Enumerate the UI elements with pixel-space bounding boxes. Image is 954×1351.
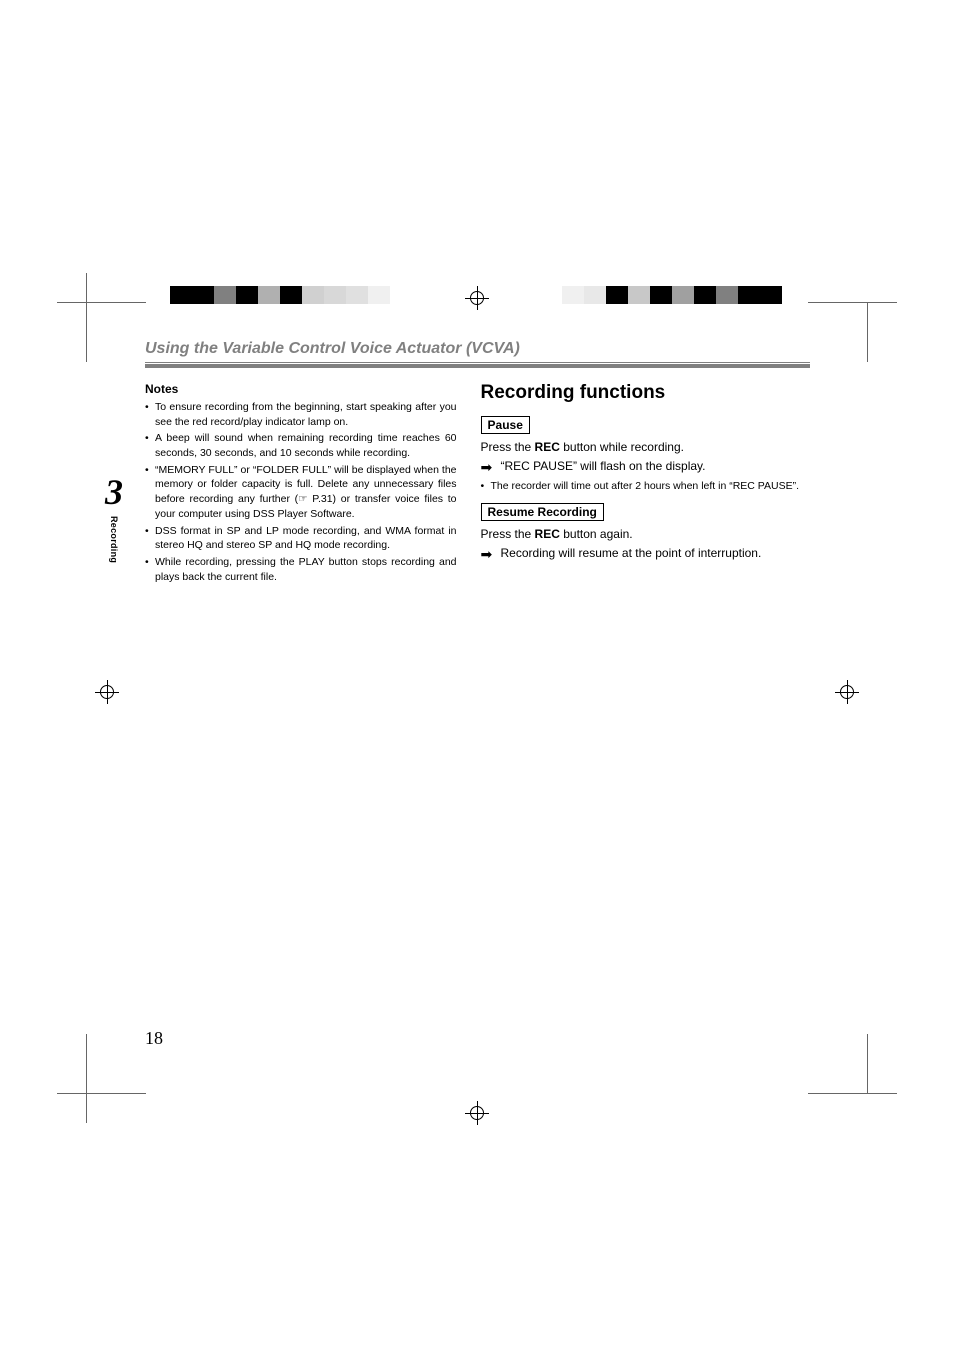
right-column: Recording functions Pause Press the REC … <box>481 382 810 586</box>
color-swatch <box>346 286 368 304</box>
text: Press the <box>481 527 535 541</box>
note-item: “MEMORY FULL” or “FOLDER FULL” will be d… <box>145 463 457 522</box>
color-swatch <box>302 286 324 304</box>
crop-mark-icon <box>808 1034 868 1094</box>
color-swatch <box>628 286 650 304</box>
text: button while recording. <box>560 440 684 454</box>
pause-note: The recorder will time out after 2 hours… <box>481 479 810 494</box>
note-item: A beep will sound when remaining recordi… <box>145 431 457 460</box>
registration-mark-icon <box>835 680 859 704</box>
registration-mark-icon <box>465 1101 489 1125</box>
color-swatch <box>694 286 716 304</box>
chapter-label: Recording <box>109 516 119 563</box>
pause-instruction: Press the REC button while recording. <box>481 440 810 454</box>
color-bar-right <box>540 286 782 304</box>
text: Press the <box>481 440 535 454</box>
page-number: 18 <box>145 1028 163 1049</box>
recording-functions-heading: Recording functions <box>481 382 810 404</box>
chapter-tab: 3 Recording <box>97 474 131 563</box>
color-swatch <box>368 286 390 304</box>
color-swatch <box>280 286 302 304</box>
color-swatch <box>562 286 584 304</box>
note-item: To ensure recording from the beginning, … <box>145 400 457 429</box>
note-item: While recording, pressing the PLAY butto… <box>145 555 457 584</box>
color-swatch <box>390 286 412 304</box>
registration-mark-icon <box>95 680 119 704</box>
left-column: Notes To ensure recording from the begin… <box>145 382 457 586</box>
chapter-number: 3 <box>97 474 131 510</box>
color-swatch <box>324 286 346 304</box>
color-swatch <box>540 286 562 304</box>
title-rule <box>145 364 810 368</box>
crop-mark-icon <box>808 302 868 362</box>
text: button again. <box>560 527 633 541</box>
color-swatch <box>236 286 258 304</box>
color-swatch <box>760 286 782 304</box>
notes-list: To ensure recording from the beginning, … <box>145 400 457 584</box>
crop-mark-icon <box>86 302 146 362</box>
color-swatch <box>584 286 606 304</box>
crop-mark-icon <box>86 1034 146 1094</box>
color-swatch <box>170 286 192 304</box>
page-content: Using the Variable Control Voice Actuato… <box>145 340 810 586</box>
note-item: DSS format in SP and LP mode recording, … <box>145 524 457 553</box>
rec-button-text: REC <box>535 527 560 541</box>
resume-label: Resume Recording <box>481 503 604 521</box>
color-swatch <box>738 286 760 304</box>
pause-label: Pause <box>481 416 530 434</box>
resume-result: Recording will resume at the point of in… <box>481 545 810 562</box>
color-bar-left <box>170 286 412 304</box>
color-swatch <box>606 286 628 304</box>
color-swatch <box>258 286 280 304</box>
notes-heading: Notes <box>145 382 457 396</box>
pause-result: “REC PAUSE” will flash on the display. <box>481 458 810 475</box>
color-swatch <box>716 286 738 304</box>
color-swatch <box>650 286 672 304</box>
color-swatch <box>214 286 236 304</box>
printer-marks-bottom <box>0 1095 954 1135</box>
registration-mark-icon <box>465 286 489 310</box>
color-swatch <box>672 286 694 304</box>
section-title: Using the Variable Control Voice Actuato… <box>145 340 810 358</box>
resume-instruction: Press the REC button again. <box>481 527 810 541</box>
rec-button-text: REC <box>535 440 560 454</box>
color-swatch <box>192 286 214 304</box>
